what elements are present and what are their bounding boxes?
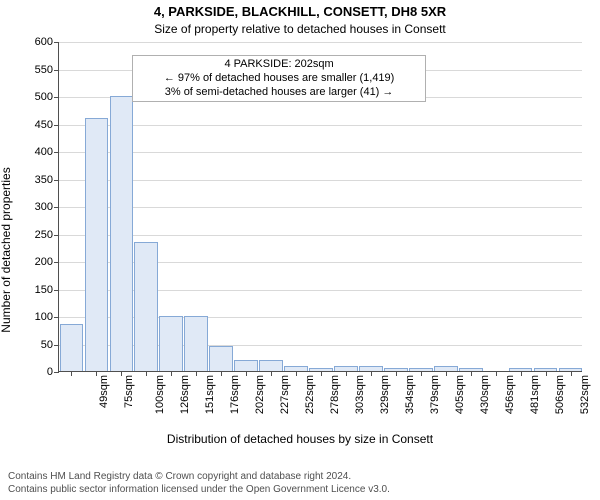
x-axis-label: Distribution of detached houses by size …: [0, 432, 600, 446]
xtick-label: 379sqm: [429, 375, 441, 414]
xtick-label: 481sqm: [529, 375, 541, 414]
xtick-label: 354sqm: [404, 375, 416, 414]
annotation-box: 4 PARKSIDE: 202sqm ← 97% of detached hou…: [132, 55, 425, 102]
ytick-label: 400: [35, 146, 59, 158]
xtick-mark: [571, 371, 572, 376]
xtick-mark: [496, 371, 497, 376]
xtick-label: 202sqm: [254, 375, 266, 414]
bar: [259, 360, 283, 371]
footer-line: Contains public sector information licen…: [8, 484, 390, 497]
gridline: [59, 207, 582, 208]
xtick-mark: [346, 371, 347, 376]
annotation-line: 3% of semi-detached houses are larger (4…: [139, 86, 418, 100]
xtick-label: 151sqm: [204, 375, 216, 414]
xtick-mark: [296, 371, 297, 376]
xtick-mark: [96, 371, 97, 376]
xtick-mark: [246, 371, 247, 376]
gridline: [59, 42, 582, 43]
xtick-mark: [396, 371, 397, 376]
gridline: [59, 235, 582, 236]
xtick-mark: [121, 371, 122, 376]
xtick-label: 430sqm: [479, 375, 491, 414]
gridline: [59, 152, 582, 153]
xtick-mark: [146, 371, 147, 376]
xtick-mark: [471, 371, 472, 376]
ytick-label: 250: [35, 229, 59, 241]
ytick-label: 100: [35, 311, 59, 323]
bar: [234, 360, 258, 371]
xtick-label: 252sqm: [304, 375, 316, 414]
xtick-label: 329sqm: [379, 375, 391, 414]
plot-area: 050100150200250300350400450500550600 49s…: [58, 42, 582, 372]
xtick-mark: [546, 371, 547, 376]
xtick-mark: [521, 371, 522, 376]
xtick-label: 303sqm: [354, 375, 366, 414]
ytick-label: 550: [35, 64, 59, 76]
xtick-mark: [371, 371, 372, 376]
bar: [60, 324, 84, 371]
footer-line: Contains HM Land Registry data © Crown c…: [8, 471, 390, 484]
xtick-mark: [71, 371, 72, 376]
bar: [110, 96, 134, 371]
xtick-label: 126sqm: [179, 375, 191, 414]
xtick-mark: [271, 371, 272, 376]
xtick-mark: [171, 371, 172, 376]
gridline: [59, 125, 582, 126]
xtick-label: 405sqm: [454, 375, 466, 414]
xtick-mark: [221, 371, 222, 376]
xtick-label: 176sqm: [229, 375, 241, 414]
bar: [209, 346, 233, 371]
xtick-label: 456sqm: [504, 375, 516, 414]
ytick-label: 150: [35, 284, 59, 296]
bar: [85, 118, 109, 371]
chart-title: 4, PARKSIDE, BLACKHILL, CONSETT, DH8 5XR: [0, 4, 600, 19]
ytick-label: 0: [47, 366, 59, 378]
xtick-mark: [321, 371, 322, 376]
ytick-label: 600: [35, 36, 59, 48]
bar: [184, 316, 208, 371]
xtick-label: 49sqm: [99, 375, 111, 408]
xtick-label: 75sqm: [123, 375, 135, 408]
xtick-mark: [421, 371, 422, 376]
bar: [134, 242, 158, 371]
annotation-line: 4 PARKSIDE: 202sqm: [139, 58, 418, 72]
ytick-label: 200: [35, 256, 59, 268]
attribution-footer: Contains HM Land Registry data © Crown c…: [8, 471, 390, 496]
ytick-label: 300: [35, 201, 59, 213]
xtick-label: 100sqm: [155, 375, 167, 414]
xtick-mark: [196, 371, 197, 376]
annotation-line: ← 97% of detached houses are smaller (1,…: [139, 72, 418, 86]
ytick-label: 50: [41, 339, 59, 351]
xtick-label: 532sqm: [579, 375, 591, 414]
bar: [159, 316, 183, 371]
xtick-mark: [446, 371, 447, 376]
y-axis-label: Number of detached properties: [0, 167, 13, 332]
ytick-label: 500: [35, 91, 59, 103]
xtick-label: 278sqm: [329, 375, 341, 414]
xtick-label: 506sqm: [554, 375, 566, 414]
ytick-label: 350: [35, 174, 59, 186]
chart-subtitle: Size of property relative to detached ho…: [0, 22, 600, 36]
xtick-label: 227sqm: [279, 375, 291, 414]
ytick-label: 450: [35, 119, 59, 131]
gridline: [59, 180, 582, 181]
